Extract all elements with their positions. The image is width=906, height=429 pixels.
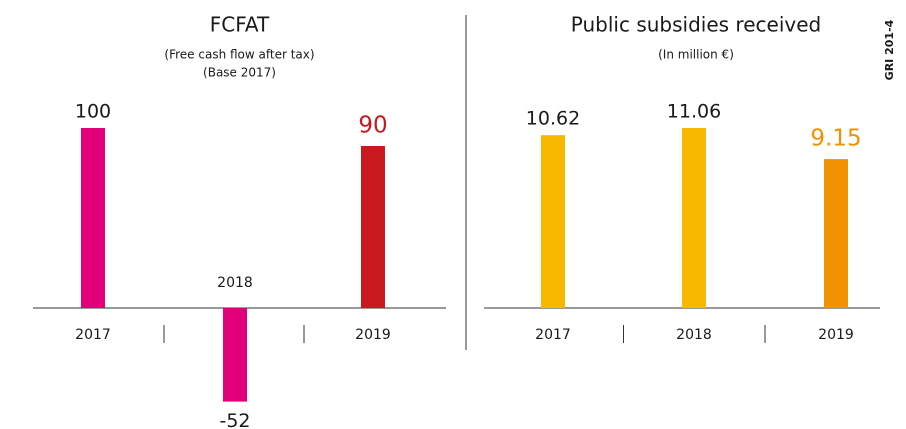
x-tick-label: 2019 [818,327,854,343]
chart-title: Public subsidies received [571,13,821,37]
side-label: GRI 201-4 [883,19,896,80]
bar [223,308,247,402]
value-label: -52 [219,410,250,429]
chart-subtitle: (In million €) [658,48,734,62]
bar [682,128,706,308]
chart-subtitle: (Free cash flow after tax) [164,48,314,62]
chart-title: FCFAT [210,13,270,37]
value-label: 11.06 [667,101,721,123]
bar [824,159,848,308]
value-label: 100 [75,101,111,123]
x-tick-label: 2018 [676,327,712,343]
x-tick-label: 2017 [535,327,571,343]
bar [541,135,565,308]
x-tick-label: 2017 [75,327,111,343]
value-label: 10.62 [526,108,580,130]
value-label: 9.15 [810,126,861,152]
chart-subtitle: (Base 2017) [203,66,276,80]
bar [361,146,385,308]
bar [81,128,105,308]
x-tick-label: 2019 [355,327,391,343]
x-tick-label: 2018 [217,275,253,291]
value-label: 90 [358,113,387,139]
